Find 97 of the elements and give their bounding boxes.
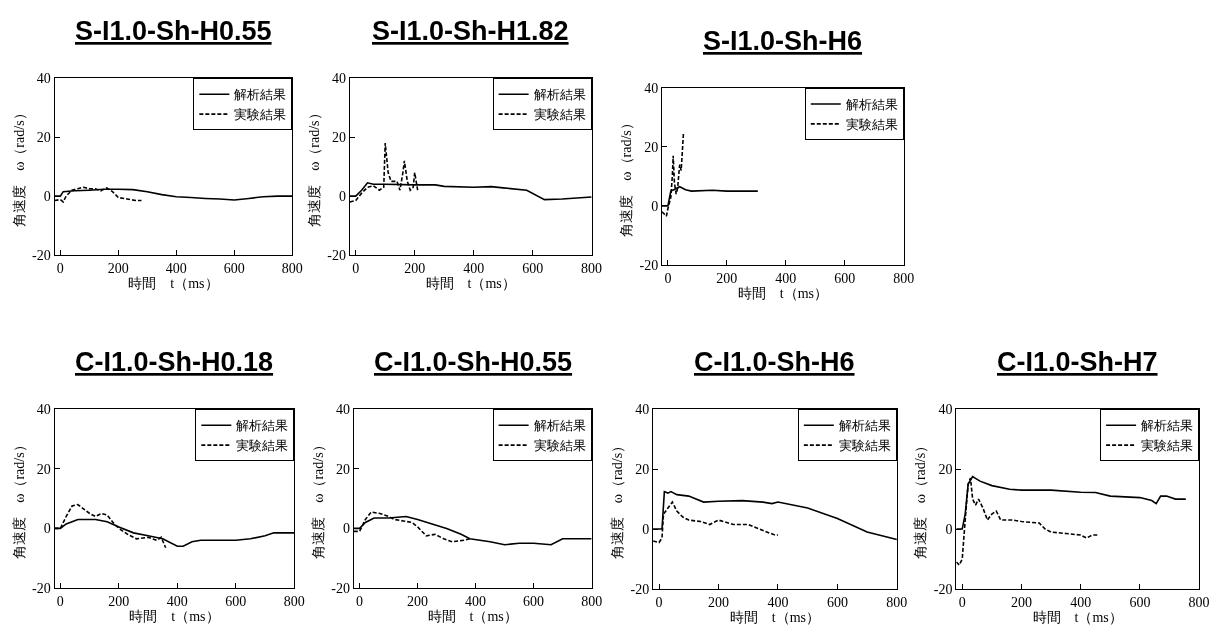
y-tick-label: 20 (635, 462, 650, 478)
x-tick-label: 600 (223, 260, 245, 276)
x-tick-label: 200 (108, 593, 130, 609)
x-tick-label: 800 (283, 593, 305, 609)
legend-label: 実験結果 (236, 438, 289, 454)
x-axis-title: 時間 t（ms） (1032, 609, 1123, 625)
x-tick-label: 0 (958, 594, 966, 610)
y-tick-label: 40 (36, 71, 51, 87)
legend-label: 実験結果 (533, 438, 586, 454)
x-axis-title: 時間 t（ms） (737, 285, 829, 301)
y-tick-label: 40 (644, 80, 659, 96)
y-tick-label: 20 (36, 130, 51, 146)
y-tick-label: 0 (651, 198, 659, 214)
legend-label: 実験結果 (533, 107, 586, 123)
y-axis-title: 角速度 ω（rad/s） (619, 116, 635, 237)
y-tick-label: 40 (335, 402, 350, 418)
x-axis-title: 時間 t（ms） (427, 608, 518, 624)
x-tick-label: 600 (522, 260, 544, 276)
x-tick-label: 0 (56, 260, 64, 276)
y-tick-label: -20 (32, 580, 51, 596)
y-axis-title: 角速度 ω（rad/s） (11, 106, 27, 227)
x-tick-label: 600 (523, 593, 545, 609)
y-axis-title: 角速度 ω（rad/s） (913, 438, 929, 560)
y-axis-title: 角速度 ω（rad/s） (11, 438, 27, 559)
y-tick-label: 0 (43, 189, 51, 204)
chart-title: S-I1.0-Sh-H0.55 (75, 16, 272, 46)
y-tick-label: 40 (36, 402, 51, 418)
y-tick-label: 20 (332, 130, 347, 146)
chart-title: C-I1.0-Sh-H7 (997, 347, 1158, 377)
x-tick-label: 800 (893, 270, 915, 286)
x-axis-title: 時間 t（ms） (729, 609, 821, 625)
y-tick-label: -20 (933, 581, 953, 597)
x-tick-label: 0 (352, 260, 360, 276)
y-axis-title: 角速度 ω（rad/s） (610, 438, 626, 560)
x-tick-label: 400 (465, 593, 487, 609)
legend-label: 実験結果 (1141, 438, 1194, 454)
x-tick-label: 200 (407, 593, 429, 609)
legend-label: 解析結果 (533, 418, 586, 434)
x-tick-label: 600 (826, 594, 848, 610)
y-tick-label: -20 (630, 581, 650, 597)
x-tick-label: 400 (775, 270, 797, 286)
y-tick-label: -20 (32, 247, 51, 263)
y-tick-label: 40 (332, 71, 347, 87)
y-tick-label: 20 (335, 461, 350, 477)
x-axis-title: 時間 t（ms） (128, 275, 219, 291)
y-tick-label: 20 (36, 461, 51, 477)
x-tick-label: 400 (166, 593, 188, 609)
y-tick-label: 20 (644, 139, 659, 155)
legend-label: 解析結果 (236, 418, 289, 434)
x-tick-label: 200 (107, 260, 129, 276)
y-tick-label: -20 (639, 257, 659, 273)
x-tick-label: 0 (664, 270, 672, 286)
x-tick-label: 200 (404, 260, 426, 276)
y-axis-title: 角速度 ω（rad/s） (310, 438, 326, 559)
x-tick-label: 400 (1070, 594, 1092, 610)
x-tick-label: 800 (581, 593, 603, 609)
x-tick-label: 600 (834, 270, 856, 286)
x-tick-label: 800 (886, 594, 908, 610)
x-tick-label: 200 (1010, 594, 1032, 610)
chart-title: S-I1.0-Sh-H6 (703, 26, 863, 56)
x-tick-label: 400 (463, 260, 485, 276)
y-tick-label: 0 (945, 521, 953, 537)
y-tick-label: 0 (342, 521, 350, 537)
y-tick-label: 40 (938, 402, 953, 418)
y-tick-label: 0 (339, 189, 347, 204)
y-tick-label: -20 (331, 580, 350, 596)
legend-label: 解析結果 (1141, 418, 1194, 434)
x-axis-title: 時間 t（ms） (129, 608, 220, 624)
legend-label: 解析結果 (234, 87, 287, 103)
chart-title: S-I1.0-Sh-H1.82 (372, 16, 569, 46)
legend-label: 実験結果 (838, 438, 891, 454)
chart-title: C-I1.0-Sh-H6 (694, 347, 855, 377)
x-tick-label: 400 (165, 260, 187, 276)
x-tick-label: 600 (1129, 594, 1151, 610)
legend-label: 解析結果 (533, 87, 586, 103)
y-tick-label: 20 (938, 462, 953, 478)
y-tick-label: 0 (642, 521, 650, 537)
x-tick-label: 0 (356, 593, 364, 609)
chart-title: C-I1.0-Sh-H0.18 (75, 347, 274, 377)
legend-label: 実験結果 (845, 116, 898, 132)
chart-title: C-I1.0-Sh-H0.55 (374, 347, 573, 377)
x-axis-title: 時間 t（ms） (425, 275, 516, 291)
legend-label: 解析結果 (845, 97, 898, 113)
x-tick-label: 200 (716, 270, 738, 286)
y-tick-label: -20 (327, 247, 347, 263)
y-tick-label: 40 (635, 402, 650, 418)
legend-label: 実験結果 (234, 107, 287, 123)
y-tick-label: 0 (43, 521, 51, 537)
legend-label: 解析結果 (838, 418, 891, 434)
x-tick-label: 200 (707, 594, 729, 610)
x-tick-label: 800 (281, 260, 303, 276)
x-tick-label: 400 (767, 594, 789, 610)
x-tick-label: 800 (581, 260, 603, 276)
x-tick-label: 600 (225, 593, 247, 609)
x-tick-label: 800 (1188, 594, 1210, 610)
y-axis-title: 角速度 ω（rad/s） (306, 106, 322, 227)
x-tick-label: 0 (56, 593, 64, 609)
